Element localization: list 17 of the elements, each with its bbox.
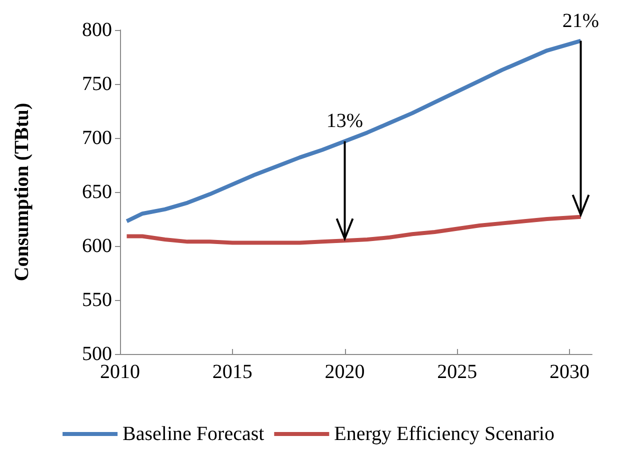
x-tick-label: 2025 [437, 361, 478, 383]
x-tick-label: 2020 [324, 361, 365, 383]
y-tick-label: 600 [82, 235, 112, 257]
annotation: 13% [326, 110, 364, 132]
annotation: 21% [562, 10, 600, 32]
x-tick-label: 2030 [550, 361, 590, 383]
y-tick-label: 550 [82, 289, 112, 311]
y-axis-title: Consumption (TBtu) [11, 102, 33, 282]
y-tick-label: 650 [82, 181, 112, 203]
legend-label: Energy Efficiency Scenario [334, 423, 554, 445]
y-tick-label: 750 [82, 73, 112, 95]
legend-label: Baseline Forecast [122, 423, 265, 445]
line-series [124, 214, 583, 245]
x-tick-label: 2015 [212, 361, 252, 383]
y-tick-label: 700 [82, 127, 112, 149]
line-series [124, 38, 583, 224]
y-tick-label: 800 [82, 19, 112, 41]
